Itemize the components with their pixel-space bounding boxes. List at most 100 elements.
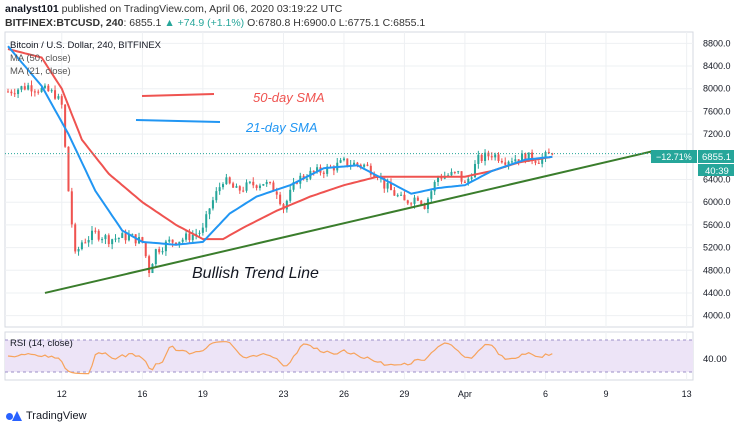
candle-body	[490, 156, 493, 158]
y-tick-label: 6000.0	[703, 197, 731, 207]
y-tick-label: 4400.0	[703, 288, 731, 298]
candle-body	[57, 96, 60, 99]
candle-body	[346, 158, 349, 166]
candle-body	[467, 178, 470, 183]
candle-body	[141, 237, 144, 242]
candle-body	[366, 164, 369, 166]
candle-body	[70, 191, 73, 225]
candle-body	[403, 194, 406, 201]
high-value: 6900.0	[303, 17, 336, 29]
indicator-lines	[5, 45, 693, 375]
pct-tag-bg	[651, 150, 697, 163]
candle-body	[225, 177, 228, 185]
candle-body	[235, 186, 238, 188]
candle-body	[265, 181, 268, 185]
candle-body	[353, 162, 356, 165]
candle-body	[148, 256, 151, 274]
candle-body	[386, 182, 389, 189]
candle-body	[40, 87, 43, 92]
candle-body	[174, 242, 177, 245]
candle-body	[420, 200, 423, 205]
candle-body	[158, 249, 161, 253]
candle-body	[504, 162, 507, 165]
x-tick-label: 29	[399, 389, 409, 399]
candle-body	[500, 160, 503, 163]
candle-body	[124, 233, 127, 241]
candle-body	[477, 154, 480, 164]
candle-body	[393, 190, 396, 196]
candle-body	[359, 164, 362, 167]
candle-body	[316, 167, 319, 173]
timer-tag: 40:39	[705, 166, 729, 177]
legend-ma21: MA (21, close)	[10, 66, 71, 77]
candle-body	[198, 232, 201, 234]
candle-body	[164, 241, 167, 252]
x-tick-label: 12	[57, 389, 67, 399]
ma21-line	[7, 45, 553, 246]
candle-body	[238, 186, 241, 191]
candle-body	[457, 171, 460, 173]
candle-body	[413, 197, 416, 204]
candle-body	[90, 230, 94, 240]
footer-brand[interactable]: TradingView	[26, 410, 87, 422]
candle-body	[74, 224, 77, 252]
x-tick-label: 23	[278, 389, 288, 399]
candle-body	[252, 181, 255, 186]
candle-body	[312, 170, 315, 173]
low-label: L:	[338, 17, 348, 29]
candle-body	[400, 194, 403, 196]
candle-body	[342, 158, 345, 161]
rsi-tick: 40.00	[703, 354, 727, 365]
candle-body	[356, 162, 359, 165]
candle-body	[410, 203, 413, 205]
pct-tag: −12.71%	[656, 152, 692, 162]
candle-body	[50, 90, 53, 92]
candle-body	[211, 200, 214, 209]
candle-body	[383, 177, 386, 189]
candle-body	[326, 166, 329, 174]
x-tick-label: 6	[543, 389, 548, 399]
candle-body	[37, 91, 40, 93]
candle-body	[433, 181, 436, 192]
candle-body	[450, 171, 453, 176]
legend-ma50: MA (50, close)	[10, 53, 71, 64]
candle-body	[27, 85, 30, 90]
candle-body	[544, 152, 547, 158]
candle-body	[215, 191, 218, 201]
price-tag: 6855.1	[702, 152, 731, 163]
candle-body	[13, 93, 16, 95]
x-tick-label: 19	[198, 389, 208, 399]
publish-info: published on TradingView.com, April 06, …	[61, 3, 343, 15]
candle-body	[188, 233, 191, 241]
symbol-name: BITFINEX:BTCUSD, 240	[5, 17, 124, 29]
last-price: 6855.1	[129, 17, 162, 29]
candle-body	[47, 85, 50, 92]
candle-body	[245, 182, 248, 191]
candle-body	[77, 249, 80, 252]
candle-body	[527, 152, 530, 162]
x-tick-label: Apr	[458, 389, 472, 399]
candle-body	[272, 182, 275, 192]
publish-line: analyst101 published on TradingView.com,…	[5, 3, 342, 15]
y-tick-label: 5600.0	[703, 220, 731, 230]
candle-body	[440, 177, 443, 179]
candle-body	[551, 153, 554, 155]
y-tick-label: 4800.0	[703, 265, 731, 275]
candle-body	[484, 152, 487, 161]
rsi-line	[7, 341, 553, 375]
sma21-legend-line	[135, 119, 221, 123]
candle-body	[534, 161, 537, 163]
candle-body	[373, 174, 376, 177]
ma50-line	[7, 48, 553, 241]
y-tick-label: 8400.0	[703, 61, 731, 71]
candle-body	[275, 191, 278, 195]
candle-body	[396, 195, 399, 197]
x-tick-label: 13	[682, 389, 692, 399]
x-tick-label: 26	[339, 389, 349, 399]
author-name[interactable]: analyst101	[5, 3, 59, 15]
candle-body	[437, 177, 440, 182]
candle-body	[510, 161, 513, 163]
candle-body	[289, 189, 292, 201]
sma50-legend-line	[141, 93, 215, 97]
